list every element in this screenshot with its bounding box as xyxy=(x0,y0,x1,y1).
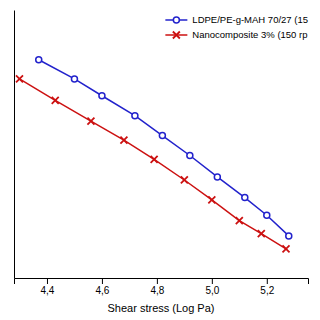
x-tick: 4,4 xyxy=(41,278,55,296)
x-tick-label: 4,4 xyxy=(41,285,55,296)
point xyxy=(87,118,94,125)
point xyxy=(264,212,270,218)
x-tick: 5,0 xyxy=(205,278,219,296)
x-tick-mark xyxy=(47,278,48,284)
legend-label: Nanocomposite 3% (150 rp xyxy=(192,29,307,40)
series-line xyxy=(39,60,289,236)
plot-area: 4,4 4,6 4,8 5,0 5,2 LDPE/PE-g-MAH 70/27 (15 Na… xyxy=(15,11,309,297)
point xyxy=(242,195,248,201)
x-tick: 4,6 xyxy=(95,278,109,296)
x-tick-mark xyxy=(157,278,158,284)
point xyxy=(99,93,105,99)
point xyxy=(71,76,77,82)
point xyxy=(286,233,292,239)
point xyxy=(159,133,165,139)
x-tick-label: 5,2 xyxy=(260,285,274,296)
point xyxy=(208,196,215,203)
point xyxy=(52,97,59,104)
point xyxy=(132,113,138,119)
point xyxy=(16,75,23,82)
x-tick-mark xyxy=(212,278,213,284)
x-tick-mark xyxy=(102,278,103,284)
point xyxy=(36,57,42,63)
chart: 4,4 4,6 4,8 5,0 5,2 LDPE/PE-g-MAH 70/27 (15 Na… xyxy=(0,0,320,320)
x-tick: 4,8 xyxy=(150,278,164,296)
marks xyxy=(16,57,292,253)
x-tick-mark xyxy=(267,278,268,284)
point xyxy=(187,152,193,158)
x-tick-label: 4,8 xyxy=(150,285,164,296)
point xyxy=(151,156,158,163)
x-tick-label: 5,0 xyxy=(205,285,219,296)
point xyxy=(181,176,188,183)
y-axis-line xyxy=(14,11,15,279)
legend-marker xyxy=(173,32,180,39)
point xyxy=(258,230,265,237)
x-axis: 4,4 4,6 4,8 5,0 5,2 xyxy=(15,278,309,296)
x-axis-line xyxy=(15,279,309,285)
x-tick: 5,2 xyxy=(260,278,274,296)
legend: LDPE/PE-g-MAH 70/27 (15 Nanocomposite 3% … xyxy=(165,14,308,40)
point xyxy=(120,137,127,144)
x-tick-label: 4,6 xyxy=(95,285,109,296)
series-line xyxy=(19,79,286,249)
legend-label: LDPE/PE-g-MAH 70/27 (15 xyxy=(192,14,308,25)
point xyxy=(214,174,220,180)
legend-marker xyxy=(173,17,179,23)
x-axis-title: Shear stress (Log Pa) xyxy=(108,302,215,314)
point xyxy=(283,245,290,252)
point xyxy=(236,217,243,224)
y-axis xyxy=(14,11,15,279)
